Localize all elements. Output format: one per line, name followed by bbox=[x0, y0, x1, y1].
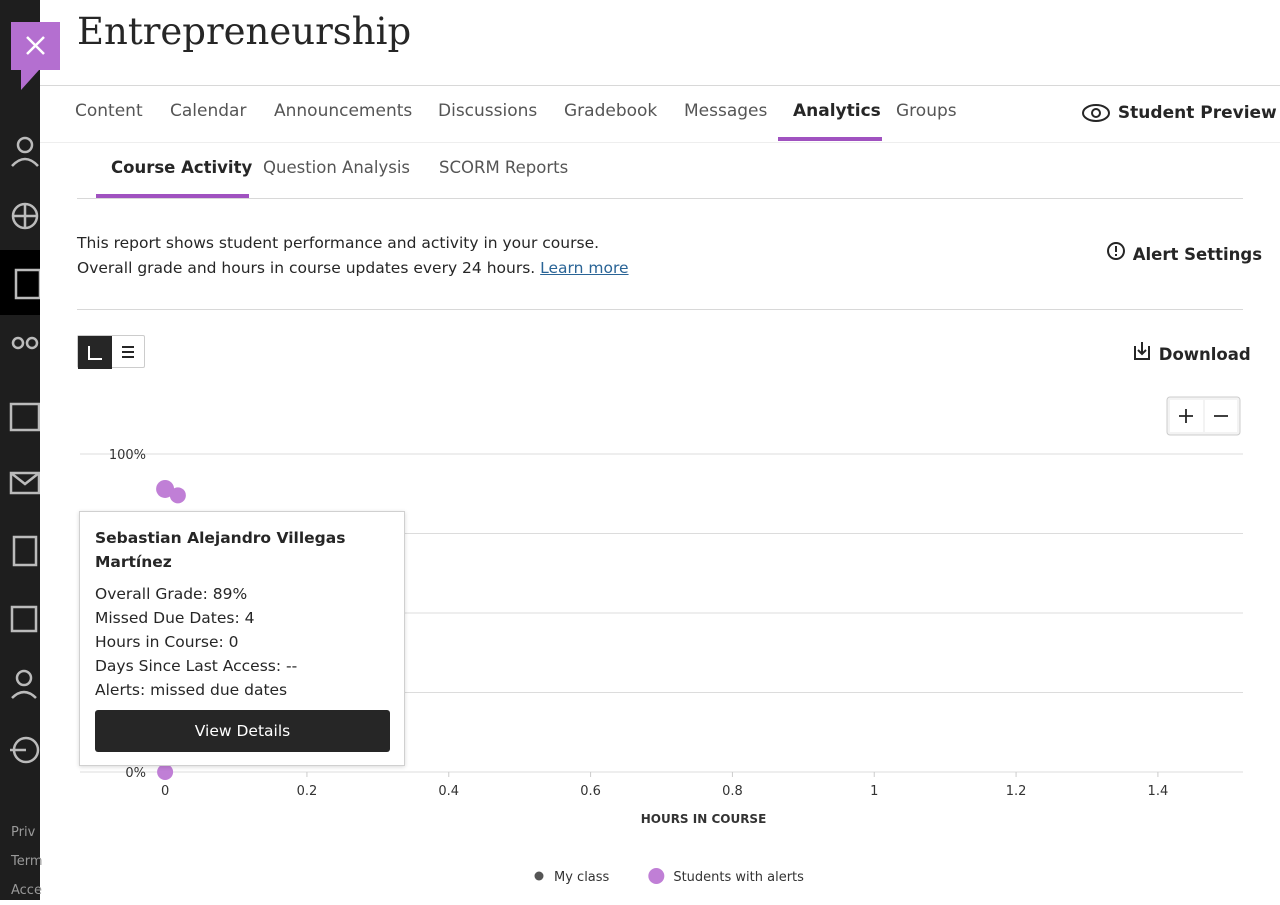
chart-view-button[interactable] bbox=[78, 336, 112, 369]
download[interactable]: Download bbox=[1131, 340, 1251, 364]
data-point bbox=[157, 764, 174, 780]
download-icon bbox=[1134, 342, 1150, 360]
sub-tab[interactable]: SCORM Reports bbox=[439, 158, 569, 177]
sidebar-footer: Priv Term Acce bbox=[11, 818, 43, 905]
learn-more-link[interactable]: Learn more bbox=[540, 259, 629, 277]
description-line: Overall grade and hours in course update… bbox=[77, 256, 629, 281]
nav-tab[interactable]: Messages bbox=[684, 101, 768, 121]
course-title: Entrepreneurship bbox=[77, 10, 412, 53]
nav-tab[interactable]: Discussions bbox=[438, 101, 538, 121]
active-tab-indicator bbox=[778, 137, 882, 141]
view-details-button[interactable]: View Details bbox=[95, 710, 390, 752]
tooltip-line: Alerts: missed due dates bbox=[95, 681, 288, 699]
data-point bbox=[169, 487, 186, 504]
eye-icon bbox=[1082, 104, 1110, 122]
tooltip-line: Days Since Last Access: -- bbox=[95, 657, 298, 675]
tooltip-student-name: Sebastian Alejandro Villegas Martínez bbox=[95, 529, 346, 571]
x-tick-label: 1.4 bbox=[1148, 784, 1169, 799]
x-axis-label: HOURS IN COURSE bbox=[641, 812, 767, 826]
description-text: Overall grade and hours in course update… bbox=[77, 259, 536, 277]
tooltip: Sebastian Alejandro Villegas Martínez Ov… bbox=[79, 511, 405, 766]
legend-label: My class bbox=[554, 870, 610, 885]
alert-settings[interactable]: Alert Settings bbox=[1105, 241, 1262, 264]
x-tick-label: 0 bbox=[161, 784, 169, 799]
nav-tab[interactable]: Analytics bbox=[793, 101, 881, 121]
footer-link[interactable]: Acce bbox=[11, 883, 42, 898]
x-tick-label: 0.8 bbox=[722, 784, 743, 799]
sidebar: Priv Term Acce bbox=[0, 0, 43, 900]
active-subtab-indicator bbox=[96, 194, 249, 198]
sidebar-icons bbox=[0, 136, 42, 764]
x-tick-label: 1 bbox=[870, 784, 878, 799]
x-tick-label: 1.2 bbox=[1006, 784, 1027, 799]
sub-tab[interactable]: Question Analysis bbox=[263, 158, 411, 177]
nav-tab[interactable]: Content bbox=[75, 101, 143, 121]
tooltip-line: Overall Grade: 89% bbox=[95, 585, 248, 603]
y-tick-label: 100% bbox=[109, 448, 146, 463]
footer-link[interactable]: Term bbox=[11, 854, 43, 869]
legend-label: Students with alerts bbox=[673, 870, 804, 885]
x-tick-label: 0.4 bbox=[438, 784, 459, 799]
zoom-controls bbox=[1166, 396, 1241, 436]
alert-settings-label: Alert Settings bbox=[1132, 245, 1263, 264]
legend-marker bbox=[648, 868, 665, 884]
toggle-icons bbox=[78, 336, 134, 369]
sub-tab[interactable]: Course Activity bbox=[111, 158, 253, 177]
download-label: Download bbox=[1158, 345, 1251, 364]
footer-link[interactable]: Priv bbox=[11, 825, 36, 840]
nav-tab[interactable]: Announcements bbox=[274, 101, 413, 121]
student-preview-label: Student Preview bbox=[1117, 103, 1277, 123]
data-point bbox=[156, 479, 175, 498]
tooltip-line: Hours in Course: 0 bbox=[95, 633, 239, 651]
legend-marker bbox=[534, 871, 544, 881]
description: This report shows student performance an… bbox=[77, 231, 629, 281]
alert-icon bbox=[1107, 242, 1125, 260]
close-button[interactable] bbox=[11, 22, 60, 92]
nav-tab[interactable]: Groups bbox=[896, 101, 957, 121]
student-preview[interactable]: Student Preview bbox=[1080, 101, 1277, 125]
nav-tab[interactable]: Gradebook bbox=[564, 101, 658, 121]
description-line: This report shows student performance an… bbox=[77, 234, 600, 252]
tooltip-line: Missed Due Dates: 4 bbox=[95, 609, 255, 627]
nav-tab[interactable]: Calendar bbox=[170, 101, 247, 121]
view-toggle bbox=[77, 335, 145, 369]
x-tick-label: 0.2 bbox=[297, 784, 318, 799]
y-tick-label: 0% bbox=[125, 766, 146, 781]
x-tick-label: 0.6 bbox=[580, 784, 601, 799]
